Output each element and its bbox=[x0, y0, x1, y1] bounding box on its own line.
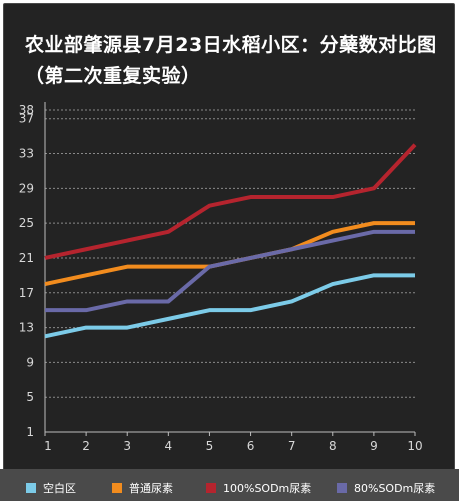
y-tick-label: 21 bbox=[19, 251, 34, 265]
series-line-4 bbox=[45, 229, 415, 313]
x-tick-label: 3 bbox=[123, 439, 131, 453]
legend-label: 100%SODm尿素 bbox=[223, 482, 311, 495]
x-tick-label: 1 bbox=[44, 439, 52, 453]
x-tick-label: 6 bbox=[247, 439, 255, 453]
legend-swatch bbox=[206, 483, 216, 493]
chart-title: 农业部肇源县7月23日水稻小区：分蘖数对比图（第二次重复实验） bbox=[25, 34, 437, 87]
y-tick-label: 33 bbox=[19, 147, 34, 161]
legend-swatch bbox=[112, 483, 122, 493]
y-tick-label: 5 bbox=[26, 390, 34, 404]
y-tick-label: 38 bbox=[19, 103, 34, 117]
x-tick-label: 5 bbox=[206, 439, 214, 453]
legend-label: 空白区 bbox=[43, 481, 76, 495]
y-tick-label: 25 bbox=[19, 216, 34, 230]
series-line-3 bbox=[44, 143, 417, 260]
y-tick-label: 13 bbox=[19, 321, 34, 335]
x-tick-label: 10 bbox=[407, 439, 422, 453]
y-tick-label: 29 bbox=[19, 181, 34, 195]
y-tick-label: 1 bbox=[26, 425, 34, 439]
series-line-2 bbox=[44, 221, 415, 287]
x-tick-label: 8 bbox=[329, 439, 337, 453]
x-tick-label: 7 bbox=[288, 439, 296, 453]
y-tick-label: 37 bbox=[19, 112, 34, 126]
y-tick-label: 17 bbox=[19, 286, 34, 300]
legend-swatch bbox=[337, 483, 347, 493]
x-tick-label: 2 bbox=[82, 439, 90, 453]
legend-label: 普通尿素 bbox=[129, 481, 173, 495]
y-tick-label: 9 bbox=[26, 355, 34, 369]
legend-label: 80%SODm尿素 bbox=[354, 482, 435, 495]
x-tick-label: 9 bbox=[370, 439, 378, 453]
x-tick-label: 4 bbox=[165, 439, 173, 453]
legend-swatch bbox=[26, 483, 36, 493]
series-line-1 bbox=[44, 273, 415, 339]
legend-bar bbox=[0, 469, 459, 501]
